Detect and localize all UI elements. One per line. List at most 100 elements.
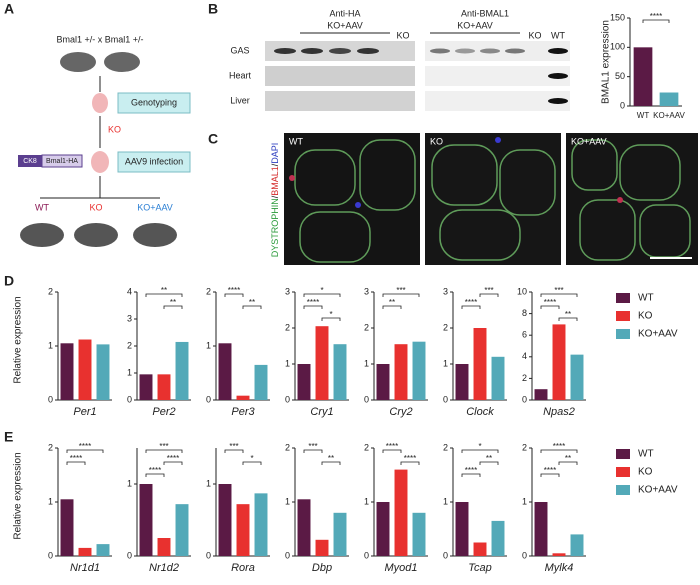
y-tick-label: 3 — [127, 313, 132, 323]
bar — [60, 343, 74, 400]
y-tick-label: 2 — [364, 442, 369, 452]
mouse — [133, 223, 177, 247]
significance-bracket — [540, 449, 578, 453]
x-axis-label: Rora — [231, 562, 255, 574]
significance-label: ** — [161, 286, 167, 295]
bar — [491, 520, 505, 556]
legend-label: KO — [638, 311, 653, 322]
tissue-label: Heart — [229, 70, 252, 80]
bar — [139, 484, 153, 556]
y-tick-label: 1 — [206, 478, 211, 488]
significance-label: *** — [229, 442, 238, 451]
band — [548, 98, 568, 104]
significance-bracket — [66, 461, 86, 465]
bar — [254, 364, 268, 400]
significance-label: * — [478, 442, 481, 451]
bar — [412, 341, 426, 400]
x-axis-label: Per2 — [152, 406, 175, 418]
y-tick-label: 1 — [285, 358, 290, 368]
step-label: Genotyping — [131, 97, 177, 107]
bar — [236, 504, 250, 556]
x-axis-label: Mylk4 — [545, 562, 574, 574]
bar — [491, 356, 505, 400]
bar — [534, 389, 548, 400]
bar — [218, 343, 232, 400]
micrograph — [425, 133, 561, 265]
significance-label: ** — [170, 298, 176, 307]
y-tick-label: 1 — [443, 496, 448, 506]
significance-label: ** — [389, 298, 395, 307]
significance-label: **** — [70, 454, 82, 463]
significance-bracket — [400, 461, 420, 465]
bar — [659, 92, 679, 106]
significance-bracket — [382, 293, 420, 297]
x-axis-label: Tcap — [468, 562, 491, 574]
y-tick-label: 2 — [127, 340, 132, 350]
y-tick-label: 4 — [522, 351, 527, 361]
blot — [425, 66, 570, 86]
significance-label: **** — [553, 442, 565, 451]
bar — [552, 324, 566, 400]
blot — [265, 66, 415, 86]
group-label: KO — [89, 202, 102, 212]
y-tick-label: 1 — [48, 340, 53, 350]
significance-label: * — [250, 454, 253, 463]
y-tick-label: 0 — [48, 394, 53, 404]
y-tick-label: 3 — [443, 286, 448, 296]
significance-bracket — [242, 305, 262, 309]
panel-letter: C — [208, 131, 218, 147]
band — [505, 48, 525, 54]
significance-bracket — [382, 305, 402, 309]
y-tick-label: 0 — [206, 550, 211, 560]
band — [329, 48, 351, 54]
y-tick-label: 0 — [206, 394, 211, 404]
stain-part: DAPI — [270, 143, 280, 164]
significance-bracket — [642, 19, 670, 23]
lane-label: KO — [396, 30, 409, 40]
panel-c: DYSTROPHIN/BMAL1/DAPI WT KO KO+AAV — [270, 133, 698, 265]
x-axis-label: Per1 — [73, 406, 96, 418]
nucleus — [355, 202, 361, 208]
bar — [394, 344, 408, 400]
group-label: KO+AAV — [571, 136, 607, 146]
significance-bracket — [540, 305, 560, 309]
significance-bracket — [145, 473, 165, 477]
significance-label: ** — [486, 454, 492, 463]
pup — [91, 151, 109, 173]
group-label: WT — [35, 202, 49, 212]
bar — [60, 499, 74, 556]
y-tick-label: 100 — [610, 42, 625, 52]
significance-label: ** — [565, 454, 571, 463]
y-tick-label: 0 — [522, 550, 527, 560]
significance-bracket — [163, 461, 183, 465]
y-tick-label: 1 — [364, 496, 369, 506]
y-tick-label: 2 — [285, 442, 290, 452]
y-tick-label: 0 — [364, 394, 369, 404]
step-label: AAV9 infection — [125, 156, 183, 166]
significance-bracket — [382, 449, 402, 453]
significance-bracket — [145, 449, 183, 453]
y-tick-label: 2 — [522, 442, 527, 452]
mouse — [74, 223, 118, 247]
y-tick-label: 0 — [285, 394, 290, 404]
significance-label: **** — [386, 442, 398, 451]
bar — [376, 364, 390, 400]
panel-letter: A — [4, 1, 14, 17]
y-tick-label: 1 — [206, 340, 211, 350]
significance-label: *** — [396, 286, 405, 295]
significance-bracket — [242, 461, 262, 465]
significance-label: **** — [544, 466, 556, 475]
mouse — [20, 223, 64, 247]
blot — [425, 91, 570, 111]
significance-label: * — [329, 310, 332, 319]
group-label: WT — [289, 136, 303, 146]
x-tick-label: KO+AAV — [653, 111, 685, 120]
y-tick-label: 1 — [48, 496, 53, 506]
y-tick-label: 0 — [127, 550, 132, 560]
lane-label: KO+AAV — [457, 20, 493, 30]
legend-label: KO+AAV — [638, 329, 678, 340]
significance-bracket — [479, 293, 499, 297]
legend-label: KO — [638, 467, 653, 478]
y-tick-label: 2 — [285, 322, 290, 332]
y-tick-label: 8 — [522, 308, 527, 318]
